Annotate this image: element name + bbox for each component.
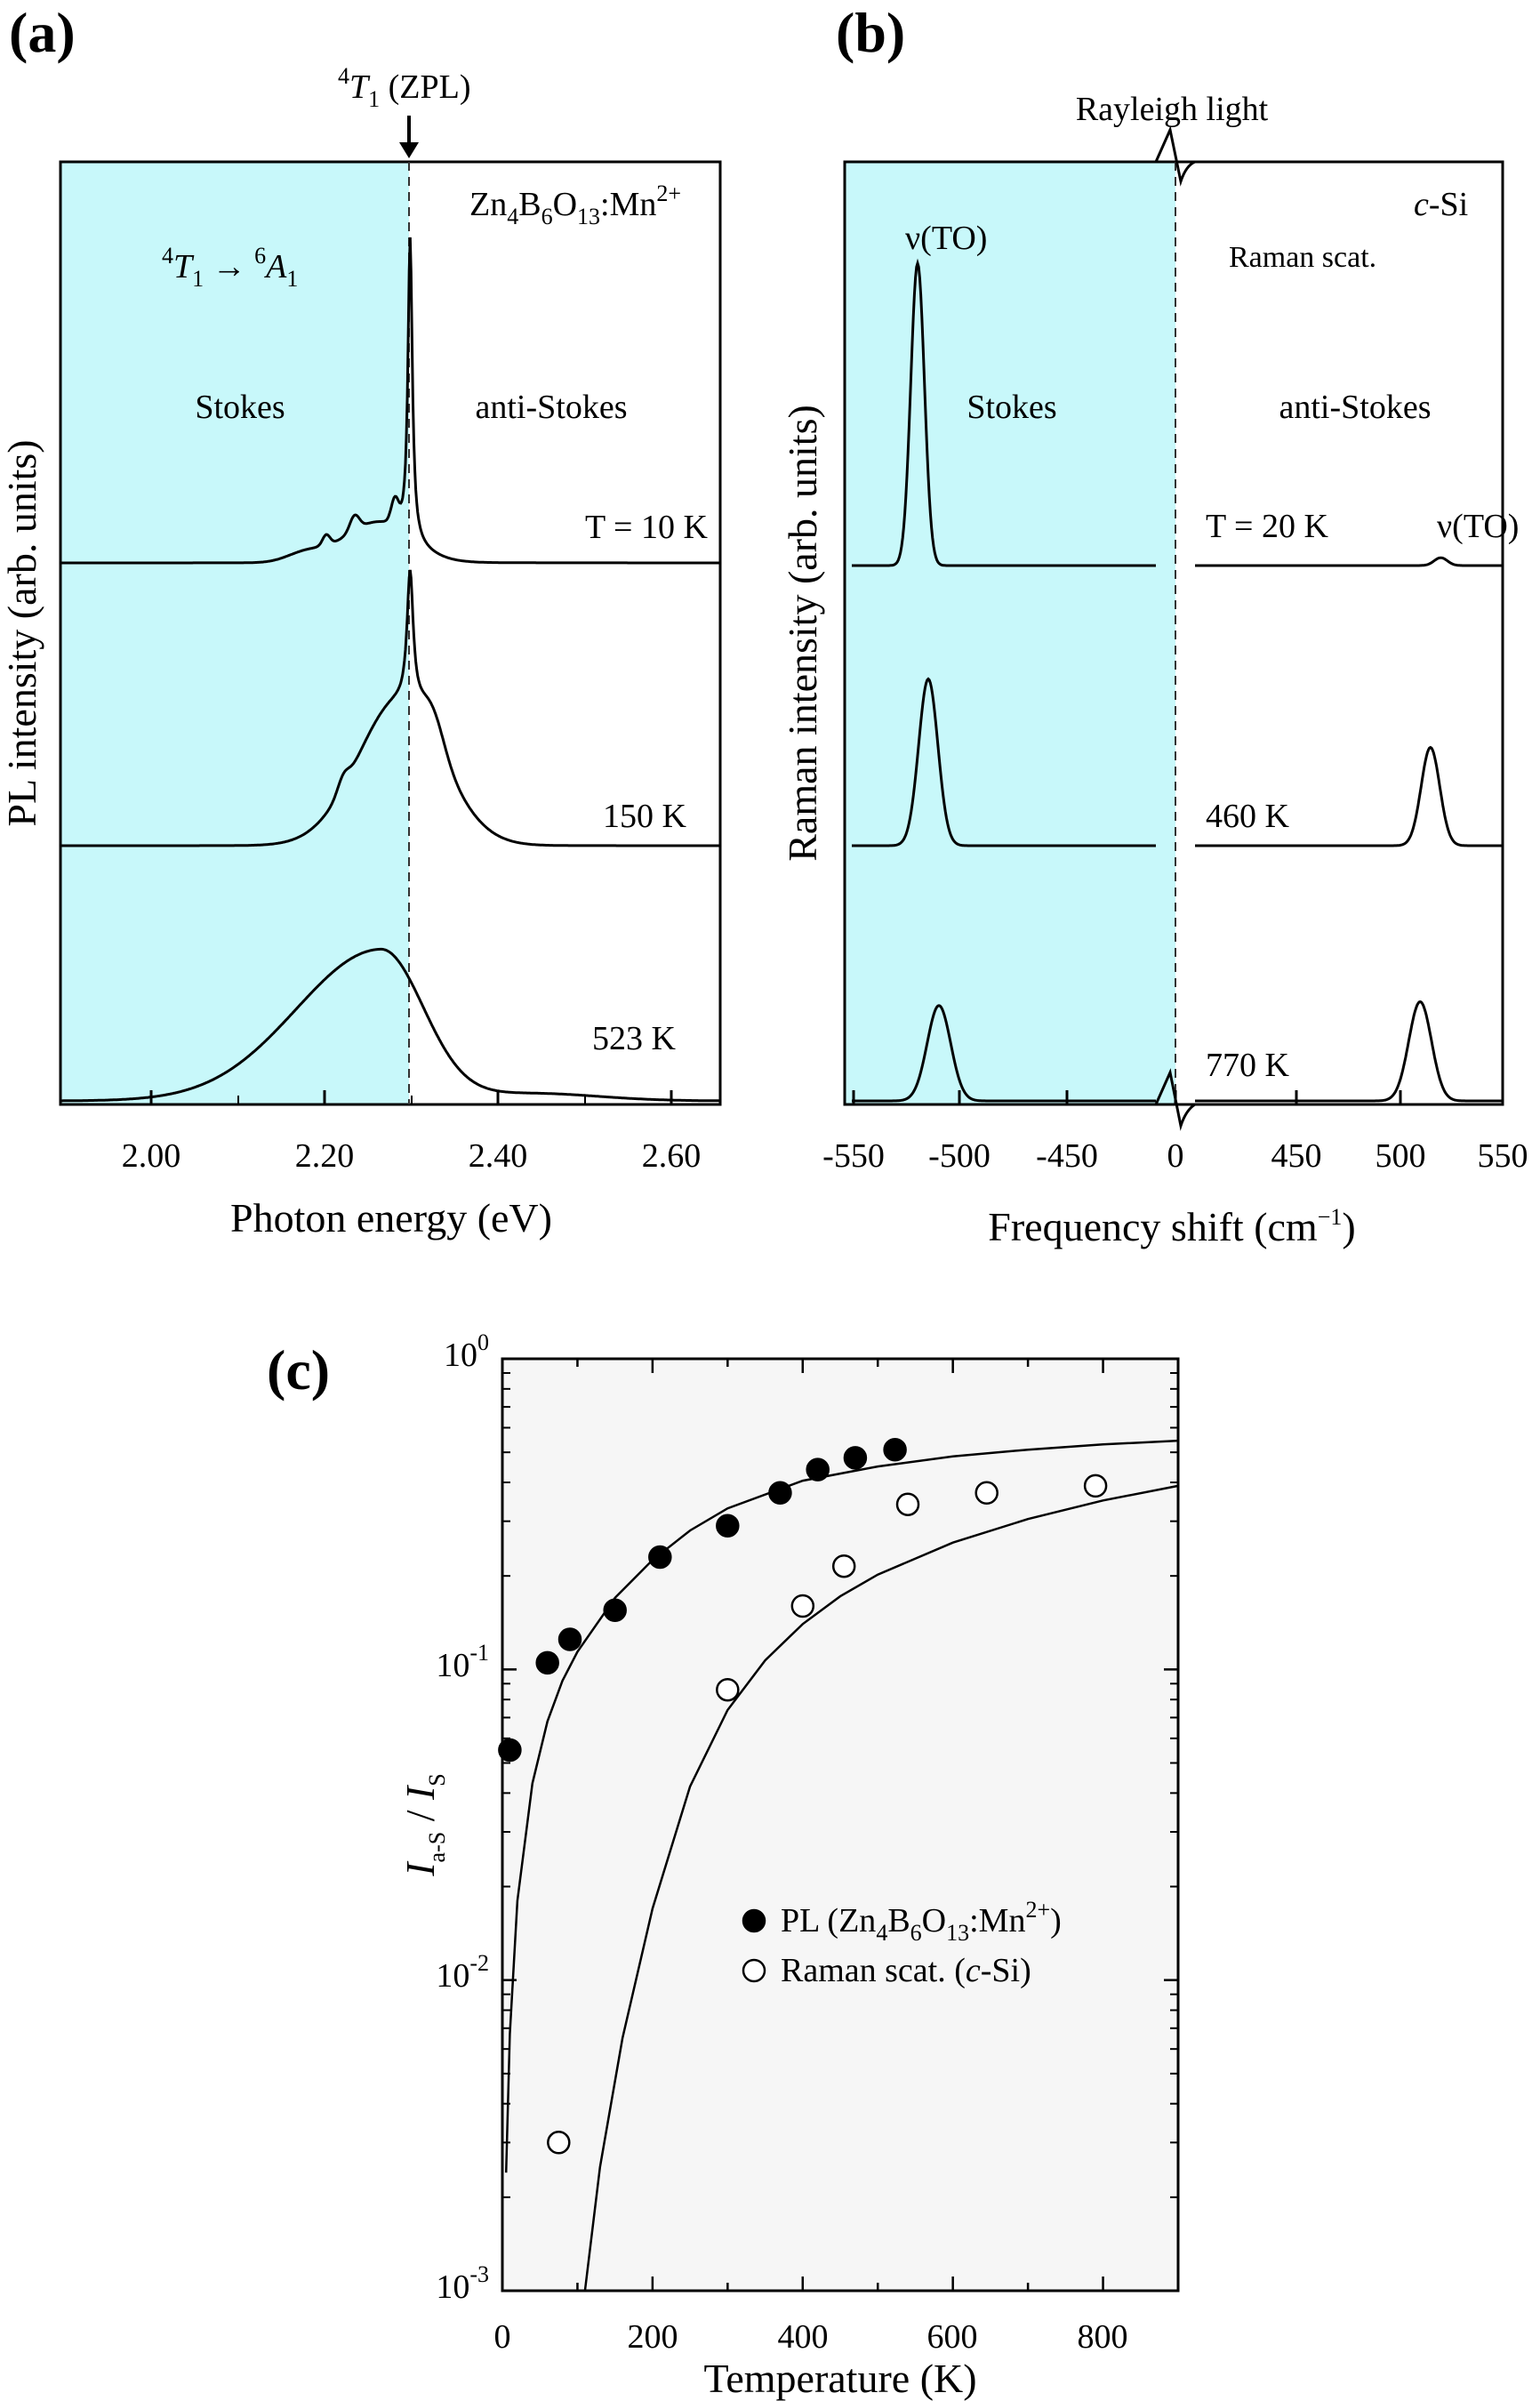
zpl-label: 4T1 (ZPL) — [338, 63, 471, 112]
raman-fit-curve — [583, 1484, 1179, 2292]
panel-b-xtick-label: 450 — [1271, 1137, 1322, 1175]
panel-a-anti-stokes-label: anti-Stokes — [476, 389, 628, 426]
panel-a: (a) 4T1 (ZPL) Zn4B6O13:Mn2+ 4T1 → 6A1 St… — [0, 1, 722, 1241]
panel-c-ytick-label: 10-1 — [436, 1640, 489, 1684]
raman-data-point — [547, 2131, 571, 2155]
temp-label-523k: 523 K — [592, 1020, 677, 1057]
panel-c-ticks — [501, 1357, 1180, 2293]
raman-data-point — [790, 1594, 815, 1618]
panel-c-xtick-label: 0 — [494, 2318, 511, 2356]
raman-scat-label: Raman scat. — [1229, 241, 1376, 274]
panel-c-xtick-label: 200 — [628, 2318, 678, 2356]
panel-a-xticks — [149, 1090, 673, 1104]
raman-data-point — [975, 1481, 999, 1506]
panel-b-anti-stokes-label: anti-Stokes — [1279, 389, 1432, 426]
anti-stokes-peak-label: ν(TO) — [1437, 508, 1519, 545]
pl-curve-523k — [60, 947, 720, 1103]
pl-data-point — [883, 1437, 907, 1462]
temp-label-150k: 150 K — [603, 798, 687, 835]
panel-c-legend: PL (Zn4B6O13:Mn2+) Raman scat. (c-Si) — [742, 1897, 1062, 1989]
legend-marker-raman — [742, 1958, 766, 1983]
temp-label-770k: 770 K — [1206, 1047, 1290, 1084]
panel-a-frame — [59, 160, 722, 1106]
pl-data-point — [768, 1481, 792, 1506]
legend-label-raman: Raman scat. (c-Si) — [781, 1952, 1031, 1989]
panel-a-ylabel: PL intensity (arb. units) — [0, 439, 44, 826]
pl-curve-10k — [60, 237, 720, 565]
temp-label-460k: 460 K — [1206, 798, 1290, 835]
panel-c-ytick-label: 10-2 — [436, 1950, 489, 1995]
panel-c-ytick-label: 100 — [444, 1329, 489, 1374]
panel-c: (c) 100 10-1 10-2 10-3 0 200 400 600 800… — [267, 1329, 1180, 2401]
panel-a-xtick-label: 2.20 — [295, 1137, 355, 1175]
raman-data-point — [716, 1677, 740, 1702]
raman-data-point — [831, 1554, 856, 1578]
legend-label-pl: PL (Zn4B6O13:Mn2+) — [781, 1897, 1062, 1946]
panel-c-xtick-label: 800 — [1078, 2318, 1128, 2356]
panel-b-material: c-Si — [1414, 186, 1468, 223]
pl-data-point — [806, 1457, 830, 1482]
panel-a-label: (a) — [9, 1, 76, 64]
panel-c-xtick-label: 400 — [778, 2318, 829, 2356]
panel-b-xtick-label: 0 — [1167, 1137, 1184, 1175]
pl-data-point — [557, 1627, 582, 1651]
panel-a-stokes-label: Stokes — [195, 389, 285, 426]
pl-data-point — [648, 1545, 672, 1570]
rayleigh-label: Rayleigh light — [1076, 91, 1269, 128]
panel-b: (b) Rayleigh light c-Si Raman scat. ν(TO… — [780, 1, 1528, 1249]
temp-label-20k: T = 20 K — [1206, 508, 1328, 545]
pl-curve-150k — [60, 569, 720, 847]
panel-b-xtick-label: -550 — [822, 1137, 885, 1175]
pl-data-point — [535, 1650, 559, 1675]
panel-b-xticks — [852, 1090, 1504, 1104]
raman-curve-20k — [852, 258, 1503, 567]
temp-label-10k: T = 10 K — [585, 509, 708, 546]
panel-c-label: (c) — [267, 1338, 330, 1401]
panel-b-xtick-label: -500 — [928, 1137, 991, 1175]
zpl-arrow-head — [399, 142, 419, 158]
panel-c-xlabel: Temperature (K) — [703, 2356, 976, 2401]
pl-data-point — [603, 1598, 627, 1623]
panel-c-ytick-label: 10-3 — [436, 2261, 489, 2306]
panel-b-xtick-label: -450 — [1036, 1137, 1098, 1175]
panel-b-xlabel: Frequency shift (cm−1) — [988, 1204, 1355, 1249]
panel-c-ylabel: Ia-S / IS — [397, 1773, 450, 1877]
panel-a-xtick-label: 2.60 — [642, 1137, 702, 1175]
panel-b-label: (b) — [836, 1, 905, 64]
raman-curve-460k — [852, 677, 1503, 847]
panel-b-xtick-label: 550 — [1478, 1137, 1528, 1175]
panel-a-stokes-shade — [60, 162, 409, 1104]
top-axis-break — [1154, 125, 1196, 187]
panel-b-stokes-shade — [845, 162, 1175, 1104]
panel-b-xtick-label: 500 — [1376, 1137, 1426, 1175]
pl-data-point — [716, 1514, 740, 1538]
panel-c-xtick-label: 600 — [927, 2318, 978, 2356]
panel-a-xlabel: Photon energy (eV) — [230, 1195, 552, 1241]
panel-b-ylabel: Raman intensity (arb. units) — [780, 405, 825, 862]
pl-data-point — [843, 1446, 868, 1470]
panel-a-material: Zn4B6O13:Mn2+ — [469, 181, 681, 229]
stokes-peak-label: ν(TO) — [905, 220, 987, 257]
panel-c-points — [498, 1437, 1108, 2155]
panel-a-xtick-label: 2.00 — [122, 1137, 181, 1175]
raman-data-point — [1083, 1474, 1108, 1498]
panel-b-frame — [843, 160, 1504, 1106]
panel-a-transition: 4T1 → 6A1 — [162, 243, 298, 292]
panel-b-stokes-label: Stokes — [967, 389, 1056, 426]
pl-data-point — [498, 1738, 522, 1763]
panel-c-frame — [501, 1357, 1180, 2293]
raman-curve-770k — [852, 1000, 1503, 1103]
panel-a-xtick-label: 2.40 — [469, 1137, 528, 1175]
raman-data-point — [895, 1492, 920, 1516]
legend-marker-pl — [742, 1908, 766, 1933]
